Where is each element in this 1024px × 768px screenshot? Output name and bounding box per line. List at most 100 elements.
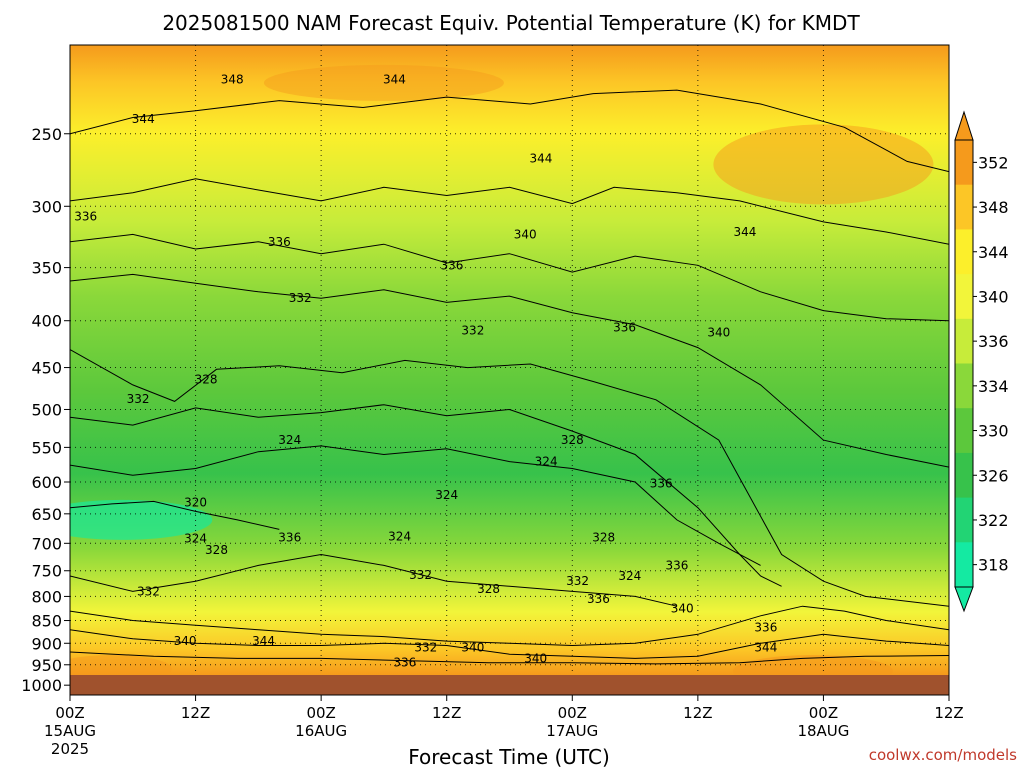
contour-line-344-1 <box>70 178 949 245</box>
contour-label-20: 324 <box>435 488 458 502</box>
colorbar-label-352: 352 <box>978 153 1009 172</box>
contour-lines <box>70 89 949 665</box>
contour-line-328-5 <box>70 404 782 587</box>
y-tick-label-500: 500 <box>31 400 62 419</box>
colorbar-swatch-4 <box>955 318 973 364</box>
x-tick-date-0: 15AUG <box>44 722 96 740</box>
y-tick-label-550: 550 <box>31 438 62 457</box>
colorbar-extend-top <box>954 110 974 141</box>
contour-label-11: 336 <box>613 321 636 335</box>
x-tick-date-6: 18AUG <box>797 722 849 740</box>
contour-label-9: 332 <box>289 291 312 305</box>
y-tick-label-300: 300 <box>31 197 62 216</box>
contour-label-34: 336 <box>754 620 777 634</box>
x-tick-label-5: 12Z <box>683 704 712 722</box>
x-tick-year-0: 2025 <box>51 740 89 758</box>
contour-label-6: 344 <box>733 225 756 239</box>
contour-label-35: 340 <box>174 634 197 648</box>
contour-label-36: 344 <box>252 634 275 648</box>
contour-line-332-8 <box>70 553 678 607</box>
x-tick-label-0: 00Z <box>55 704 84 722</box>
field-anomalies <box>70 64 934 675</box>
y-tick-label-450: 450 <box>31 359 62 378</box>
contour-label-26: 332 <box>409 568 432 582</box>
contour-label-4: 336 <box>74 210 97 224</box>
contour-label-28: 336 <box>665 558 688 572</box>
contour-label-7: 336 <box>268 235 291 249</box>
x-tick-label-6: 00Z <box>809 704 838 722</box>
contour-label-40: 340 <box>524 651 547 665</box>
y-tick-label-650: 650 <box>31 505 62 524</box>
contour-label-39: 344 <box>754 641 777 655</box>
contour-label-27: 324 <box>618 569 641 583</box>
y-axis: 250 300 350 400 450 500 550 600 650 700 750 800 850 9… <box>21 125 70 695</box>
contour-label-33: 340 <box>671 602 694 616</box>
grid-lines <box>70 45 949 686</box>
contour-label-24: 324 <box>388 529 411 543</box>
contour-line-320-7 <box>70 500 280 530</box>
contour-line-344-11 <box>70 651 949 665</box>
contour-line-340-10 <box>70 629 949 659</box>
credit-text: coolwx.com/models <box>869 746 1017 764</box>
y-tick-label-900: 900 <box>31 634 62 653</box>
y-tick-label-1000: 1000 <box>21 676 62 695</box>
y-tick-label-950: 950 <box>31 656 62 675</box>
contour-label-38: 340 <box>461 641 484 655</box>
contour-label-37: 332 <box>414 641 437 655</box>
colorbar-swatch-1 <box>955 184 973 230</box>
x-tick-date-4: 17AUG <box>546 722 598 740</box>
contour-label-32: 336 <box>587 592 610 606</box>
colorbar-swatch-7 <box>955 452 973 499</box>
x-axis-label: Forecast Time (UTC) <box>408 745 610 768</box>
x-tick-label-3: 12Z <box>432 704 461 722</box>
colorbar-extend-bottom <box>954 586 974 613</box>
colorbar-label-336: 336 <box>978 332 1009 351</box>
colorbar-label-322: 322 <box>978 511 1009 530</box>
contour-label-16: 328 <box>561 433 584 447</box>
y-tick-label-350: 350 <box>31 259 62 278</box>
y-tick-label-850: 850 <box>31 612 62 631</box>
contour-label-13: 328 <box>195 373 218 387</box>
contour-label-22: 328 <box>205 543 228 557</box>
ground-band <box>70 675 949 695</box>
contour-label-17: 324 <box>535 455 558 469</box>
x-tick-date-2: 16AUG <box>295 722 347 740</box>
contour-label-12: 340 <box>707 325 730 339</box>
contour-label-15: 324 <box>278 433 301 447</box>
contour-label-5: 340 <box>514 227 537 241</box>
colorbar-swatch-2 <box>955 229 973 275</box>
chart-title: 2025081500 NAM Forecast Equiv. Potential… <box>162 11 860 35</box>
colorbar-label-340: 340 <box>978 287 1009 306</box>
y-tick-label-250: 250 <box>31 125 62 144</box>
y-tick-label-400: 400 <box>31 312 62 331</box>
colorbar-swatch-8 <box>955 497 973 543</box>
contour-label-14: 332 <box>127 392 150 406</box>
contour-label-1: 344 <box>383 72 406 86</box>
plot-frame <box>69 44 950 696</box>
contour-label-10: 332 <box>461 324 484 338</box>
colorbar-swatch-9 <box>955 542 973 588</box>
contour-label-2: 344 <box>132 112 155 126</box>
contour-label-29: 332 <box>137 584 160 598</box>
colorbar-label-348: 348 <box>978 198 1009 217</box>
contour-label-23: 336 <box>278 531 301 545</box>
x-tick-label-7: 12Z <box>934 704 963 722</box>
colorbar-swatch-0 <box>955 140 973 186</box>
cool-pocket-0 <box>70 499 213 540</box>
x-tick-label-2: 00Z <box>306 704 335 722</box>
contour-line-336-3 <box>70 273 949 468</box>
y-tick-label-800: 800 <box>31 587 62 606</box>
contour-label-8: 336 <box>440 258 463 272</box>
colorbar-swatch-6 <box>955 408 973 454</box>
contour-label-3: 344 <box>529 151 552 165</box>
warm-pocket-0 <box>263 64 504 101</box>
contour-label-19: 320 <box>184 496 207 510</box>
contour-label-21: 324 <box>184 532 207 546</box>
colorbar-label-330: 330 <box>978 422 1009 441</box>
contour-label-18: 336 <box>650 476 673 490</box>
contour-label-41: 336 <box>393 656 416 670</box>
colorbar-label-334: 334 <box>978 377 1009 396</box>
